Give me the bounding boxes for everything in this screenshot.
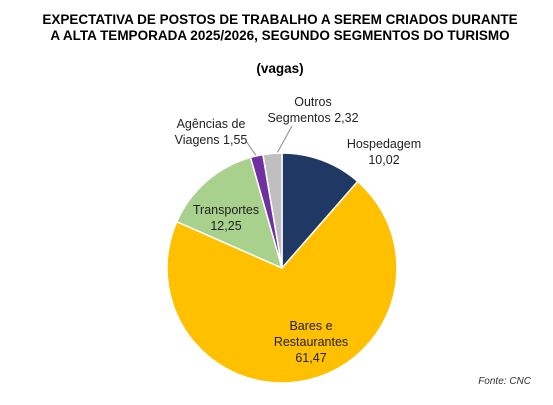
value-label: 61,47 bbox=[295, 351, 327, 365]
pie-slice bbox=[262, 152, 283, 269]
pie-slice bbox=[175, 156, 284, 270]
category-label: Transportes bbox=[192, 203, 260, 217]
slice-label: Transportes 12,25 bbox=[181, 202, 271, 234]
value-label: 1,55 bbox=[223, 133, 248, 147]
leader-line bbox=[245, 140, 258, 158]
category-label: Bares e Restaurantes bbox=[273, 319, 349, 349]
slice-label: Agências de Viagens 1,55 bbox=[170, 116, 252, 148]
pie-slice bbox=[281, 152, 359, 270]
category-label: Agências de Viagens bbox=[174, 117, 246, 147]
value-label: 2,32 bbox=[334, 111, 359, 125]
category-label: Outros Segmentos bbox=[267, 95, 332, 125]
slice-label: Hospedagem 10,02 bbox=[339, 136, 429, 168]
chart-subtitle: (vagas) bbox=[256, 61, 304, 76]
chart-title: EXPECTATIVA DE POSTOS DE TRABALHO A SERE… bbox=[42, 12, 518, 43]
slice-label: Outros Segmentos 2,32 bbox=[263, 94, 363, 126]
pie-slice bbox=[166, 180, 398, 384]
slice-label: Bares e Restaurantes 61,47 bbox=[266, 318, 356, 366]
value-label: 12,25 bbox=[210, 219, 242, 233]
leader-line bbox=[275, 125, 293, 156]
category-label: Hospedagem bbox=[346, 137, 422, 151]
value-label: 10,02 bbox=[368, 153, 400, 167]
source-note: Fonte: CNC bbox=[478, 376, 531, 387]
